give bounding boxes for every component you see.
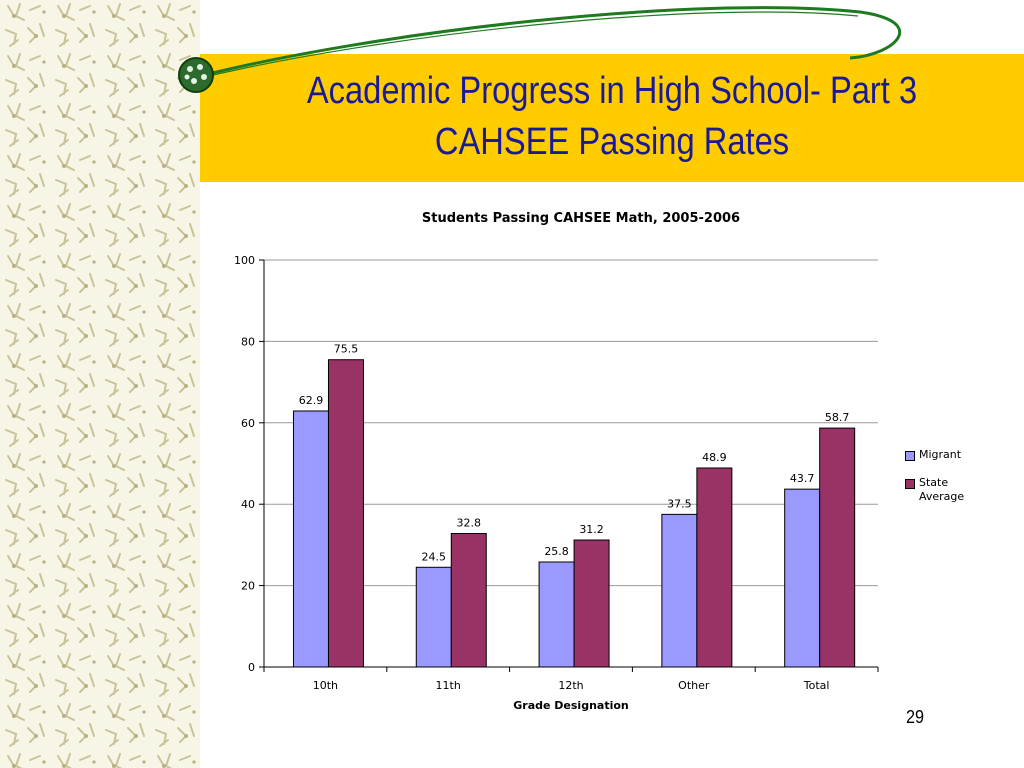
- swoosh-decoration: [178, 6, 902, 93]
- slide-title: Academic Progress in High School- Part 3: [306, 70, 918, 112]
- bar-migrant: [415, 566, 452, 668]
- data-label: 48.9: [702, 451, 727, 464]
- slide-subtitle: CAHSEE Passing Rates: [434, 121, 790, 163]
- bar-state-average: [696, 467, 733, 668]
- chart-legend: Migrant State Average: [905, 448, 979, 518]
- y-tick-label: 20: [241, 580, 255, 593]
- globe-icon: [178, 57, 214, 93]
- data-label: 31.2: [579, 523, 604, 536]
- x-tick-label: Other: [678, 679, 710, 692]
- data-label: 62.9: [299, 394, 324, 407]
- legend-item: Migrant: [905, 448, 979, 462]
- legend-swatch: [905, 451, 915, 461]
- legend-label: Migrant: [919, 448, 962, 461]
- x-tick-label: 11th: [436, 679, 461, 692]
- y-tick-label: 60: [241, 417, 255, 430]
- y-tick-label: 80: [241, 335, 255, 348]
- bar-state-average: [450, 533, 487, 668]
- y-tick-label: 100: [234, 254, 255, 267]
- data-label: 43.7: [790, 472, 815, 485]
- y-tick-label: 40: [241, 498, 255, 511]
- x-axis-title: Grade Designation: [513, 699, 629, 712]
- bar-chart: Students Passing CAHSEE Math, 2005-2006 0…: [234, 211, 879, 712]
- data-label: 24.5: [422, 550, 447, 563]
- bar-migrant: [661, 513, 698, 668]
- legend-label: State Average: [919, 476, 965, 503]
- page-number: 29: [906, 707, 925, 727]
- legend-swatch: [905, 479, 915, 489]
- y-tick-label: 0: [248, 661, 255, 674]
- decorative-pattern-strip: [0, 0, 200, 768]
- bar-migrant: [292, 410, 329, 668]
- data-label: 25.8: [544, 545, 569, 558]
- data-label: 37.5: [667, 497, 692, 510]
- title-band: [200, 54, 1024, 182]
- data-label: 75.5: [334, 343, 359, 356]
- x-tick-label: 12th: [558, 679, 583, 692]
- legend-item: State Average: [905, 476, 979, 504]
- bar-state-average: [573, 539, 610, 668]
- bar-migrant: [784, 488, 821, 668]
- chart-title: Students Passing CAHSEE Math, 2005-2006: [422, 211, 740, 226]
- bar-state-average: [327, 359, 364, 668]
- bar-migrant: [538, 561, 575, 668]
- data-label: 32.8: [457, 517, 482, 530]
- data-label: 58.7: [825, 411, 850, 424]
- bar-state-average: [819, 427, 856, 668]
- pattern-graphic: [0, 0, 200, 768]
- x-tick-label: 10th: [313, 679, 338, 692]
- x-tick-label: Total: [803, 679, 830, 692]
